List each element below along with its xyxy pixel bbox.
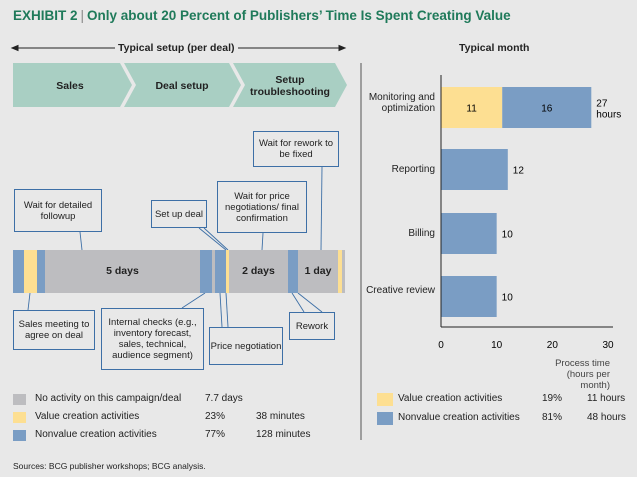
legend-amount: 48 hours <box>587 412 626 423</box>
legend-amount: 11 hours <box>587 393 626 404</box>
duration-5-days: 5 days <box>106 265 139 277</box>
callout-line <box>219 292 223 328</box>
timeline-segment-none <box>229 250 288 293</box>
x-tick-label: 30 <box>602 340 614 351</box>
chevron-deal-setup <box>124 63 241 107</box>
legend-pct: 23% <box>205 411 226 422</box>
timeline-segment-none <box>212 250 215 293</box>
callout-line <box>291 292 305 313</box>
x-tick-label: 20 <box>547 340 559 351</box>
legend-pct: 77% <box>205 429 226 440</box>
legend-amount: 128 minutes <box>256 429 311 440</box>
legend-label: No activity on this campaign/deal <box>35 393 182 404</box>
callout-line <box>203 227 229 251</box>
exhibit-number: EXHIBIT 2 <box>13 8 78 23</box>
legend-label: Nonvalue creation activities <box>398 412 520 423</box>
phase-chevrons <box>13 63 347 107</box>
setup-header: Typical setup (per deal) <box>118 42 235 54</box>
x-axis-label: Process time (hours per month) <box>555 358 610 391</box>
arrow-left-icon <box>10 44 19 52</box>
legend-amount: 38 minutes <box>256 411 305 422</box>
total-label: 10 <box>502 293 514 304</box>
timeline-segment-none <box>342 250 345 293</box>
bar-chart: 11 16 27 hours 12 10 10 0 10 20 30 <box>438 75 621 351</box>
legend-swatch-nonvalue <box>377 412 393 425</box>
category-label: Monitoring and optimization <box>368 92 435 114</box>
chevron-setup-troubleshooting <box>233 63 347 107</box>
callout-wait-followup: Wait for detailed followup <box>14 189 102 232</box>
callout-price-negotiation: Price negotiation <box>209 327 283 365</box>
timeline-segment-nonvalue <box>37 250 45 293</box>
title-text: Only about 20 Percent of Publishers’ Tim… <box>87 8 511 23</box>
x-tick-label: 0 <box>438 340 444 351</box>
total-label: 12 <box>513 166 525 177</box>
timeline-segment-none <box>45 250 200 293</box>
timeline-segment-nonvalue <box>13 250 24 293</box>
duration-2-days: 2 days <box>242 265 275 277</box>
bar-segment <box>441 276 497 317</box>
bar-segment <box>441 213 497 254</box>
category-label: Billing <box>408 228 435 239</box>
callout-line <box>79 231 83 251</box>
total-label: 10 <box>502 230 514 241</box>
timeline-segment-value <box>24 250 37 293</box>
legend-swatch-no-activity <box>13 394 26 405</box>
callout-wait-rework: Wait for rework to be fixed <box>253 131 339 167</box>
timeline-segment-nonvalue <box>288 250 298 293</box>
callout-rework: Rework <box>289 312 335 340</box>
legend-swatch-nonvalue <box>13 430 26 441</box>
segment-label: 11 <box>466 104 477 115</box>
callout-set-up-deal: Set up deal <box>151 200 207 228</box>
timeline-segment-nonvalue <box>200 250 212 293</box>
callout-internal-checks: Internal checks (e.g., inventory forecas… <box>101 308 204 370</box>
timeline-segment-nonvalue <box>215 250 226 293</box>
category-label: Creative review <box>366 285 435 296</box>
bar-segment <box>441 149 508 190</box>
callout-line <box>181 292 206 309</box>
callout-line <box>198 227 227 251</box>
exhibit-title: EXHIBIT 2 | Only about 20 Percent of Publi… <box>13 8 511 23</box>
timeline-segment-value <box>226 250 229 293</box>
callout-line <box>297 292 323 313</box>
bar-segment <box>441 87 503 128</box>
callout-sales-meeting: Sales meeting to agree on deal <box>13 310 95 350</box>
timeline-segment-value <box>338 250 342 293</box>
timeline-bar <box>13 250 345 293</box>
arrow-right-icon <box>338 44 347 52</box>
phase-deal-setup: Deal setup <box>155 79 209 92</box>
source-note: Sources: BCG publisher workshops; BCG an… <box>13 461 206 471</box>
category-label: Reporting <box>391 164 435 175</box>
legend-pct: 81% <box>542 412 563 423</box>
duration-1-day: 1 day <box>304 265 332 277</box>
x-tick-label: 10 <box>491 340 503 351</box>
chart-title: Typical month <box>459 42 530 54</box>
legend-label: Nonvalue creation activities <box>35 429 157 440</box>
phase-sales: Sales <box>56 79 84 92</box>
total-label: 27 hours <box>596 99 621 121</box>
legend-swatch-value <box>377 393 393 406</box>
chevron-sales <box>13 63 132 107</box>
callout-line <box>225 292 229 328</box>
bar-segment <box>502 87 592 128</box>
legend-value: 7.7 days <box>205 393 243 404</box>
callout-line <box>320 166 323 251</box>
legend-label: Value creation activities <box>35 411 140 422</box>
timeline-segment-none <box>298 250 338 293</box>
phase-setup-troubleshooting: Setup troubleshooting <box>250 73 330 98</box>
segment-label: 16 <box>541 104 553 115</box>
legend-label: Value creation activities <box>398 393 503 404</box>
legend-pct: 19% <box>542 393 563 404</box>
legend-swatch-value <box>13 412 26 423</box>
callout-wait-price: Wait for price negotiations/ final confi… <box>217 181 307 233</box>
callout-line <box>27 292 31 311</box>
callout-line <box>261 232 264 251</box>
